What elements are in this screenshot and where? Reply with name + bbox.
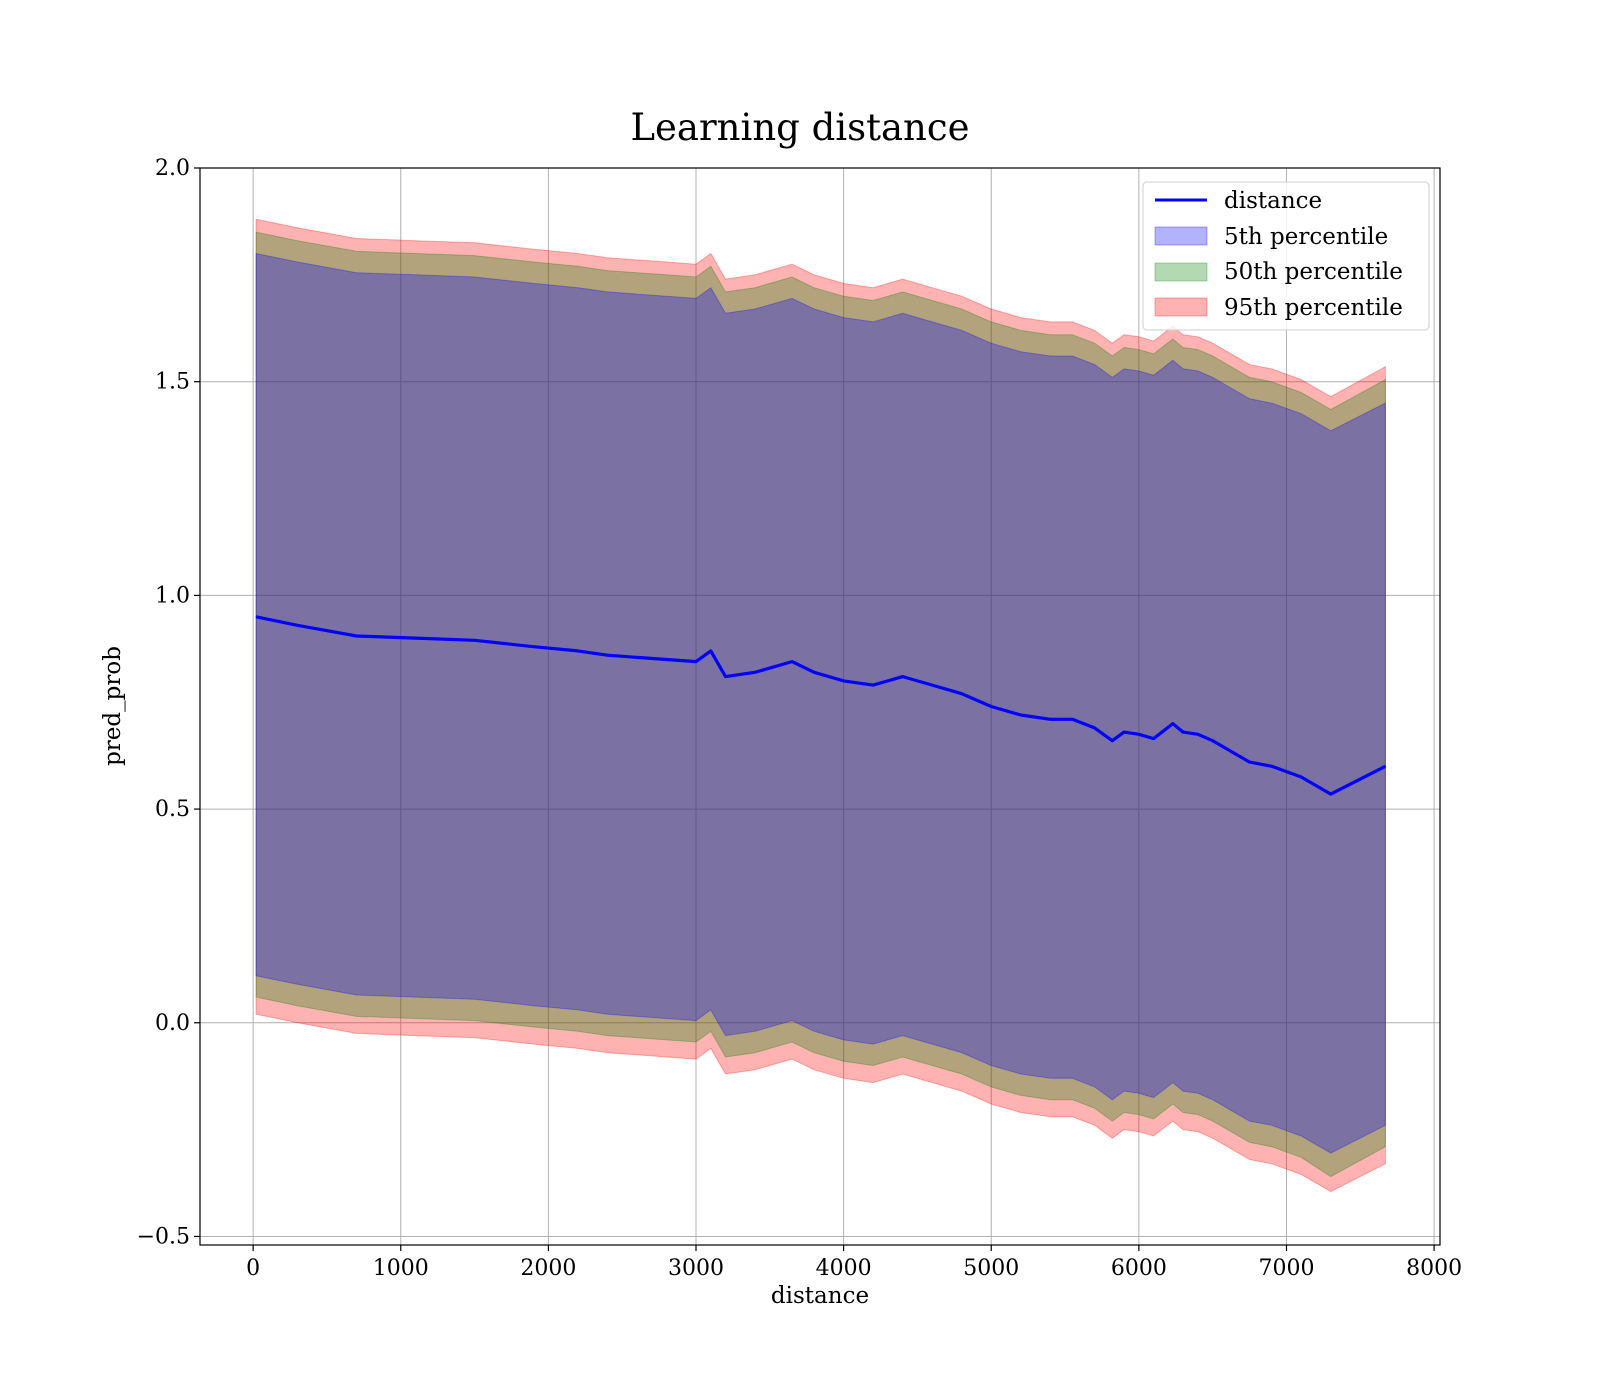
distance-point [1153, 738, 1155, 740]
distance-point [1182, 731, 1184, 733]
distance-point [791, 661, 793, 663]
line-distance [255, 615, 1387, 796]
distance-point [843, 680, 845, 682]
distance-point [1020, 714, 1022, 716]
distance-point [990, 705, 992, 708]
distance-point [754, 671, 756, 673]
distance-point [961, 693, 963, 695]
distance-point [1384, 765, 1386, 767]
legend-swatch-5th-percentile [1154, 226, 1208, 246]
legend-frame [1142, 181, 1430, 331]
legend-swatch-50th-percentile [1154, 262, 1208, 282]
distance-point [1197, 733, 1199, 735]
distance-point [1123, 731, 1125, 733]
y-tick-label: 0.0 [155, 1011, 190, 1036]
distance-point [872, 684, 874, 686]
x-tick-label: 4000 [816, 1256, 872, 1281]
distance-point [1212, 740, 1214, 742]
distance-point [1138, 733, 1140, 735]
legend-label-distance: distance [1224, 188, 1322, 214]
legend: distance 5th percentile 50th percentile … [1142, 181, 1430, 331]
y-axis-label: pred_prob [100, 646, 126, 766]
legend-label-50th-percentile: 50th percentile [1224, 259, 1403, 285]
x-axis-label: distance [771, 1283, 869, 1309]
distance-point [577, 650, 579, 652]
distance-point [1172, 723, 1174, 725]
chart-title: Learning distance [630, 106, 969, 149]
distance-point [665, 658, 668, 661]
x-tick-label: 6000 [1111, 1256, 1167, 1281]
distance-point [636, 656, 638, 659]
y-tick-label: −0.5 [137, 1224, 190, 1249]
legend-label-95th-percentile: 95th percentile [1224, 295, 1403, 321]
distance-point [695, 661, 697, 663]
x-tick-label: 3000 [668, 1256, 724, 1281]
x-tick-label: 7000 [1258, 1256, 1314, 1281]
y-tick-label: 2.0 [155, 156, 190, 181]
y-tick-label: 0.5 [155, 797, 190, 822]
y-tick-label: 1.5 [155, 370, 190, 395]
distance-point [606, 654, 609, 656]
distance-point [1111, 740, 1113, 742]
distance-point [724, 676, 727, 678]
percentile-bands [255, 218, 1386, 1193]
x-tick-label: 5000 [963, 1256, 1019, 1281]
y-tick-label: 1.0 [155, 583, 190, 608]
distance-point [1226, 748, 1228, 750]
distance-point [296, 624, 298, 626]
distance-point [902, 676, 904, 678]
distance-point [1330, 793, 1332, 795]
band-95th-percentile [255, 218, 1386, 1193]
distance-point [1300, 776, 1302, 778]
distance-point [414, 637, 417, 639]
distance-point [474, 639, 476, 641]
y-axis: −0.5 0.0 0.5 1.0 1.5 2.0 [137, 156, 200, 1249]
distance-point [931, 684, 933, 686]
distance-point [1071, 718, 1073, 720]
band-5th-percentile [255, 252, 1386, 1154]
plot-frame [199, 167, 1441, 1246]
band-50th-percentile [255, 231, 1386, 1178]
distance-point [710, 650, 712, 652]
x-tick-label: 1000 [373, 1256, 429, 1281]
legend-swatch-95th-percentile [1154, 297, 1208, 317]
distance-point [1094, 727, 1096, 729]
x-tick-label: 8000 [1406, 1256, 1462, 1281]
distance-point [1271, 765, 1273, 767]
x-tick-label: 2000 [520, 1256, 576, 1281]
distance-point [1249, 761, 1251, 763]
series-lines [255, 615, 1387, 796]
legend-label-5th-percentile: 5th percentile [1224, 224, 1388, 250]
distance-point [1049, 718, 1051, 720]
x-axis: 0 1000 2000 3000 4000 5000 6000 7000 8000 [246, 1245, 1462, 1281]
distance-point [813, 671, 815, 673]
distance-point [533, 646, 535, 648]
distance-point [255, 616, 257, 618]
distance-point [355, 635, 358, 637]
x-tick-label: 0 [246, 1256, 260, 1281]
